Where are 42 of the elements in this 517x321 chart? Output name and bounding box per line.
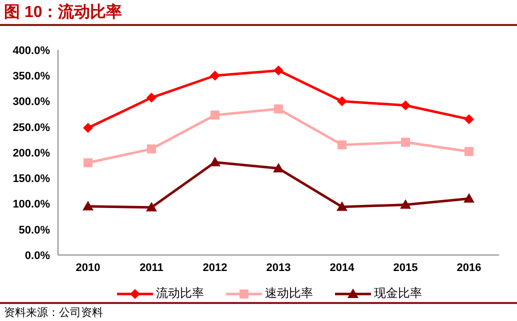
y-tick-label: 100.0%	[12, 198, 50, 211]
point	[274, 104, 283, 114]
y-tick-label: 350.0%	[12, 70, 50, 83]
text: 资料来源：公司资料	[4, 307, 103, 319]
y-tick-label: 400.0%	[12, 44, 50, 57]
chart-title: 图 10：流动比率	[4, 2, 122, 23]
point	[337, 96, 347, 106]
x-tick-label: 2016	[456, 262, 482, 274]
point	[464, 146, 474, 156]
y-tick-label: 150.0%	[12, 173, 50, 186]
point	[210, 70, 220, 81]
x-tick-label: 2013	[266, 262, 291, 274]
point	[464, 193, 474, 203]
legend-label: 速动比率	[265, 285, 313, 302]
x-tick-label: 2015	[393, 262, 418, 274]
x-tick-label: 2010	[76, 262, 100, 274]
point	[84, 158, 92, 168]
point	[336, 201, 348, 211]
legend-label: 流动比率	[156, 285, 204, 302]
point	[146, 92, 156, 103]
y-tick-label: 50.0%	[18, 224, 50, 236]
x-tick-label: 2012	[202, 262, 228, 274]
point	[147, 144, 156, 154]
point	[464, 114, 474, 124]
point	[82, 200, 94, 210]
point	[146, 202, 157, 212]
point	[83, 122, 93, 133]
y-tick-label: 200.0%	[12, 147, 50, 160]
x-tick-label: 2011	[140, 262, 164, 274]
point	[273, 162, 284, 172]
point	[210, 156, 220, 166]
point	[338, 140, 346, 150]
point	[401, 138, 410, 147]
point	[274, 66, 284, 76]
x-tick-label: 2014	[330, 262, 356, 274]
y-tick-label: 300.0%	[12, 96, 50, 108]
point	[400, 100, 410, 110]
y-tick-label: 0.0%	[24, 250, 50, 262]
y-tick-label: 250.0%	[12, 122, 50, 134]
point	[210, 110, 220, 120]
legend-label: 现金比率	[374, 285, 422, 302]
point	[400, 199, 411, 209]
